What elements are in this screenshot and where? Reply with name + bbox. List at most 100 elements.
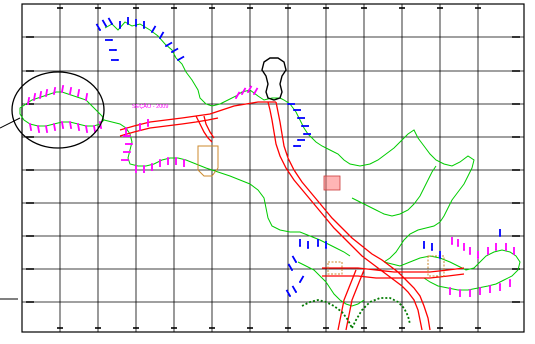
survey-points-magenta [27,84,515,297]
survey-point-marker [129,151,131,153]
survey-point-label [33,92,37,101]
survey-point-marker [115,49,117,51]
survey-point-marker [61,121,63,123]
survey-point-marker [29,123,31,125]
survey-point-label [39,90,43,99]
survey-point-marker [77,123,79,125]
survey-point-marker [171,51,173,53]
survey-point-marker [45,125,47,127]
survey-point-marker [39,97,41,99]
survey-point-marker [293,109,295,111]
survey-point-marker [127,159,129,161]
survey-point-marker [175,157,177,159]
road-south-branch-2 [345,269,365,331]
survey-point-marker [93,125,95,127]
survey-point-marker [301,125,303,127]
survey-point-marker [117,59,119,61]
survey-point-marker [287,103,289,105]
survey-point-marker [297,117,299,119]
survey-point-marker [127,23,129,25]
road-link-diag [195,115,213,143]
section-annotation: SEÇÃO - 2009 [132,103,168,110]
road-link-diag-2 [203,115,215,139]
survey-point-marker [151,163,153,165]
survey-point-label [151,25,157,33]
hatched-area [323,175,341,191]
survey-point-marker [129,135,131,137]
survey-point-marker [235,97,237,99]
grid-border [21,3,525,333]
survey-point-marker [99,121,101,123]
survey-point-label [171,47,179,53]
survey-point-label [165,41,173,47]
survey-point-marker [297,139,299,141]
survey-point-marker [457,245,459,247]
survey-point-marker [131,143,133,145]
survey-point-label [61,121,65,130]
parcel-south [327,261,343,275]
survey-point-marker [451,243,453,245]
survey-point-marker [143,165,145,167]
road-west-east [119,101,276,131]
parcels [197,145,445,277]
survey-point-label [235,91,241,99]
survey-point-marker [45,95,47,97]
callout-circle [11,71,105,149]
boundary-south [297,261,365,307]
survey-point-marker [125,127,127,129]
island-outline [261,57,287,101]
road-south-branch [337,269,357,331]
survey-point-label [85,125,89,134]
survey-point-marker [325,247,327,249]
grid-tick-marks [26,7,520,329]
survey-point-label [53,123,57,132]
boundary-east [279,97,475,263]
survey-point-label [69,86,73,95]
survey-point-label [101,19,107,27]
survey-point-marker [469,253,471,255]
survey-point-marker [119,27,121,29]
survey-point-marker [159,159,161,161]
survey-point-marker [289,295,291,297]
survey-point-marker [241,93,243,95]
parcel-east [427,255,445,277]
survey-point-label [95,23,101,31]
survey-point-marker [295,261,297,263]
survey-point-marker [135,165,137,167]
survey-point-marker [489,285,491,287]
survey-point-label [241,87,247,95]
survey-point-marker [85,125,87,127]
survey-point-marker [487,253,489,255]
road-north-south [267,101,423,331]
survey-point-marker [77,95,79,97]
survey-point-marker [53,93,55,95]
coordinate-grid [21,3,525,333]
survey-point-marker [37,125,39,127]
survey-point-marker [177,59,179,61]
survey-point-marker [505,249,507,251]
coastline-dashed [301,297,411,329]
survey-point-label [85,92,89,101]
survey-point-marker [477,257,479,259]
survey-point-label [61,84,65,93]
survey-point-marker [299,281,301,283]
survey-point-label [159,31,165,39]
survey-point-marker [449,287,451,289]
road-north-south-2 [275,101,431,331]
survey-point-label [285,289,291,297]
survey-point-marker [459,289,461,291]
road-corridors [119,101,465,331]
survey-point-label [69,121,73,130]
survey-point-marker [139,129,141,131]
survey-points-blue [95,17,501,297]
survey-point-marker [307,247,309,249]
survey-point-marker [513,253,515,255]
survey-point-label [37,125,41,134]
survey-point-marker [469,289,471,291]
survey-point-marker [253,93,255,95]
survey-point-marker [247,91,249,93]
survey-point-marker [61,91,63,93]
survey-point-label [177,55,185,61]
survey-point-marker [85,99,87,101]
survey-point-label [253,87,259,95]
